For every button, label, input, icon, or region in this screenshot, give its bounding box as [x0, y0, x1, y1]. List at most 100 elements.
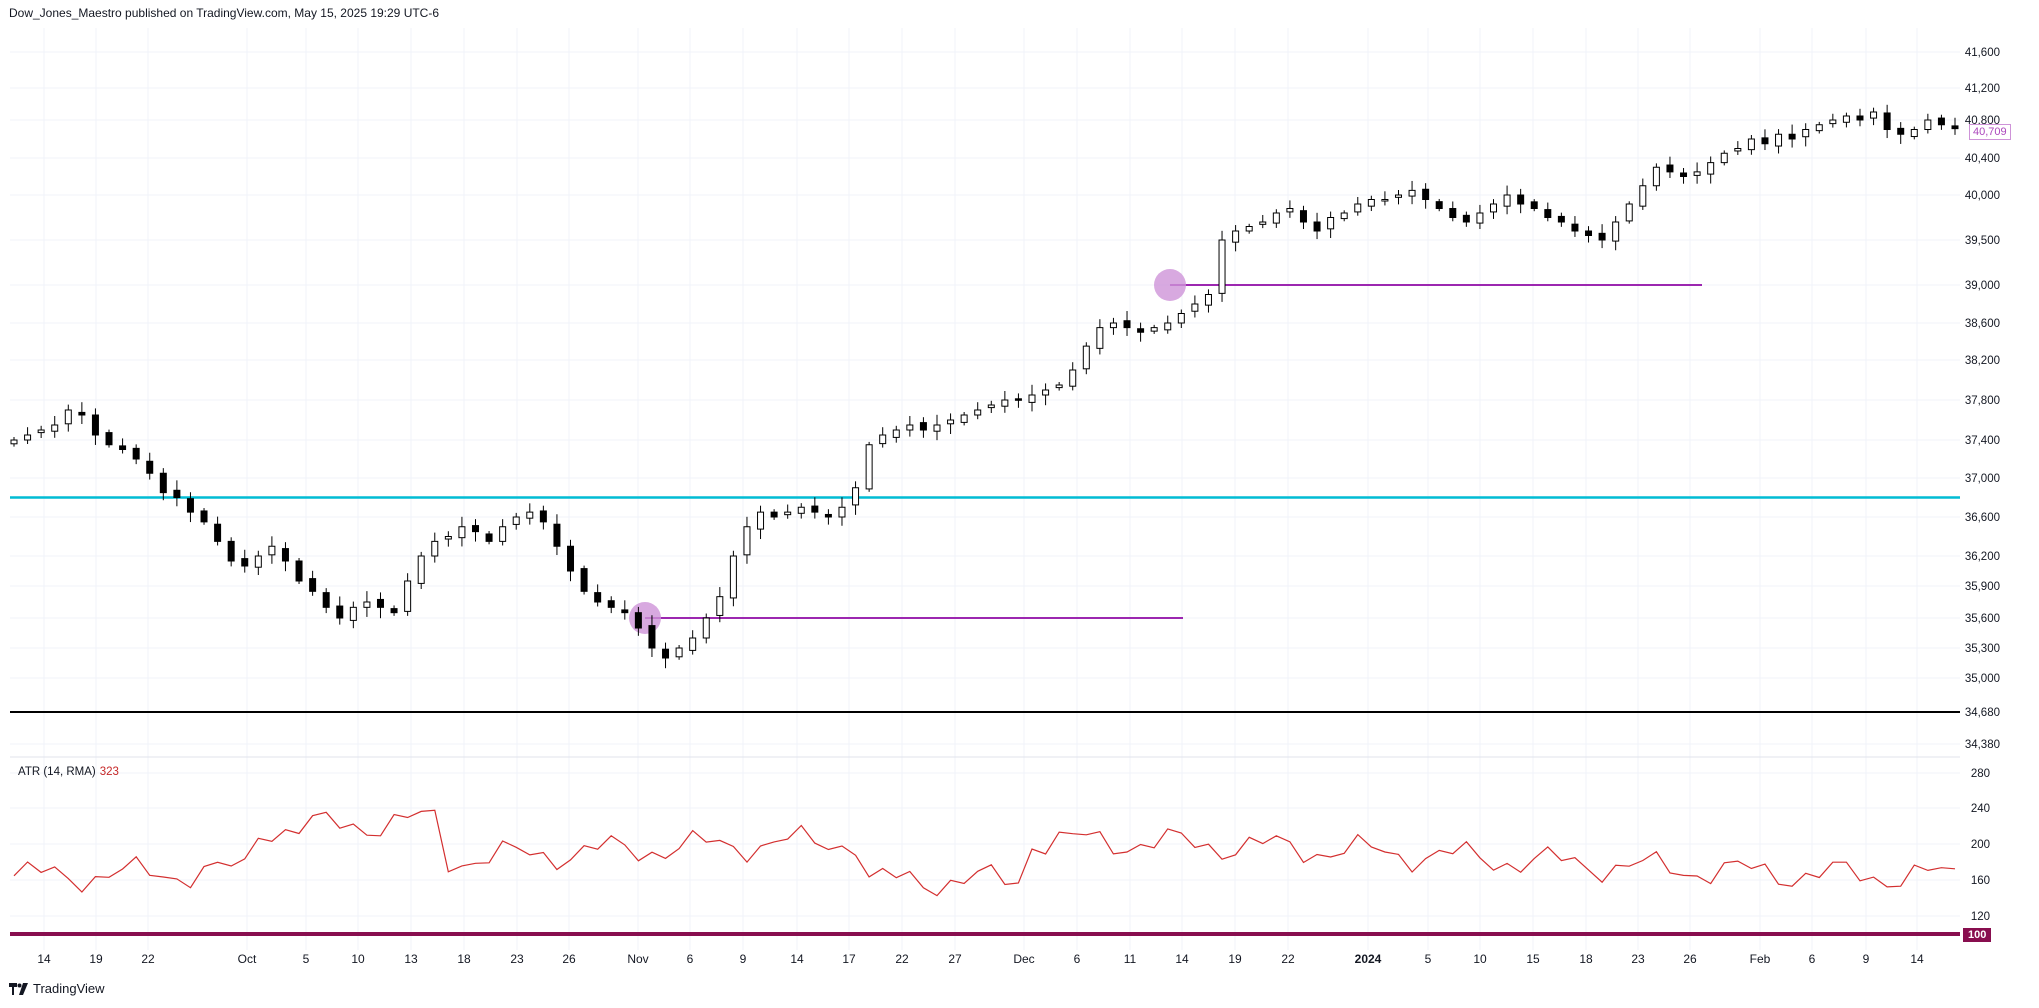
candle-body: [1951, 125, 1959, 130]
candle-up: [743, 516, 751, 564]
candle-up: [1001, 391, 1009, 413]
candle-body: [227, 540, 235, 562]
candle-body: [132, 447, 140, 460]
time-tick-label: 14: [1910, 952, 1924, 966]
candle-down: [607, 596, 615, 614]
candle-body: [1612, 221, 1620, 242]
time-tick-label: 9: [1863, 952, 1870, 966]
candle-down: [471, 519, 479, 542]
candle-body: [91, 414, 99, 436]
candle-body: [852, 487, 860, 506]
candle-body: [824, 513, 832, 518]
time-tick-label: 18: [1579, 952, 1593, 966]
candle-up: [1612, 216, 1620, 251]
candle-down: [295, 558, 303, 584]
candle-body: [1177, 313, 1185, 324]
candle-up: [404, 573, 412, 616]
candle-body: [757, 511, 765, 530]
candle-down: [91, 408, 99, 445]
candle-body: [1924, 119, 1932, 130]
candle-down: [1856, 108, 1864, 127]
candle-body: [186, 498, 194, 513]
candle-up: [1177, 309, 1185, 328]
candle-up: [879, 427, 887, 448]
candle-body: [1503, 194, 1511, 207]
candle-body: [770, 511, 778, 518]
candle-body: [906, 424, 914, 431]
time-tick-label: 26: [562, 952, 576, 966]
candle-down: [1788, 124, 1796, 148]
candle-up: [431, 532, 439, 563]
atr-line: [13, 809, 1956, 897]
candle-up: [675, 645, 683, 660]
candle-body: [1910, 129, 1918, 138]
time-tick-label: 23: [510, 952, 524, 966]
candle-down: [105, 429, 113, 448]
candle-up: [1815, 121, 1823, 134]
candle-down: [1680, 167, 1688, 184]
candle-down: [159, 468, 167, 501]
candle-up: [1842, 112, 1850, 128]
candle-body: [37, 429, 45, 434]
candle-up: [1191, 295, 1199, 318]
candle-body: [1259, 221, 1267, 225]
price-tick-label: 36,600: [1965, 512, 2000, 524]
candle-body: [64, 409, 72, 425]
candle-body: [1707, 162, 1715, 175]
candle-up: [1381, 191, 1389, 206]
candle-down: [322, 588, 330, 614]
candle-down: [567, 539, 575, 582]
price-tick-label: 36,200: [1965, 551, 2000, 563]
candle-body: [974, 409, 982, 416]
candle-body: [417, 555, 425, 584]
price-tick-label: 39,500: [1965, 235, 2000, 247]
candle-down: [281, 542, 289, 572]
candle-body: [689, 637, 697, 651]
candle-down: [1897, 122, 1905, 144]
time-tick-label: 15: [1526, 952, 1540, 966]
candle-up: [417, 551, 425, 589]
candle-down: [621, 600, 629, 620]
candle-body: [1571, 223, 1579, 232]
candle-down: [1313, 212, 1321, 240]
candle-body: [119, 445, 127, 451]
atr-legend-value: 323: [99, 766, 119, 778]
candle-body: [1870, 111, 1878, 119]
tradingview-logo[interactable]: TradingView: [9, 981, 105, 996]
candle-body: [1137, 328, 1145, 333]
candle-body: [580, 568, 588, 592]
candle-up: [1069, 362, 1077, 391]
candle-up: [1218, 230, 1226, 302]
gap-marker-dec: [1154, 269, 1186, 301]
grid-lines: [10, 28, 1960, 950]
candle-body: [553, 523, 561, 547]
candle-down: [1598, 224, 1606, 249]
candle-body: [933, 424, 941, 432]
candle-up: [974, 402, 982, 420]
candle-body: [892, 429, 900, 438]
candle-body: [1856, 115, 1864, 121]
candle-body: [1286, 208, 1294, 213]
candle-up: [1693, 162, 1701, 184]
candle-up: [1109, 317, 1117, 335]
candle-down: [186, 492, 194, 523]
atr-tick-label: 280: [1971, 768, 1990, 780]
candle-down: [173, 480, 181, 507]
time-tick-label: 22: [895, 952, 909, 966]
candle-up: [1204, 289, 1212, 313]
atr-axis: 280 240 200 160 120: [1971, 768, 1990, 923]
candle-body: [634, 612, 642, 629]
candle-body: [1897, 127, 1905, 135]
candle-up: [838, 497, 846, 526]
candle-body: [1720, 152, 1728, 164]
candle-body: [146, 460, 154, 474]
time-tick-label: 14: [1175, 952, 1189, 966]
time-axis: 14 19 22 Oct 5 10 13 18 23 26 Nov 6 9 14 17 22 27 Dec 6 11 1…: [37, 952, 1924, 966]
candle-body: [1802, 129, 1810, 138]
candle-body: [1014, 398, 1022, 401]
time-tick-label: 5: [303, 952, 310, 966]
candle-body: [797, 506, 805, 514]
atr-tick-label: 120: [1971, 911, 1990, 923]
candle-down: [919, 417, 927, 438]
